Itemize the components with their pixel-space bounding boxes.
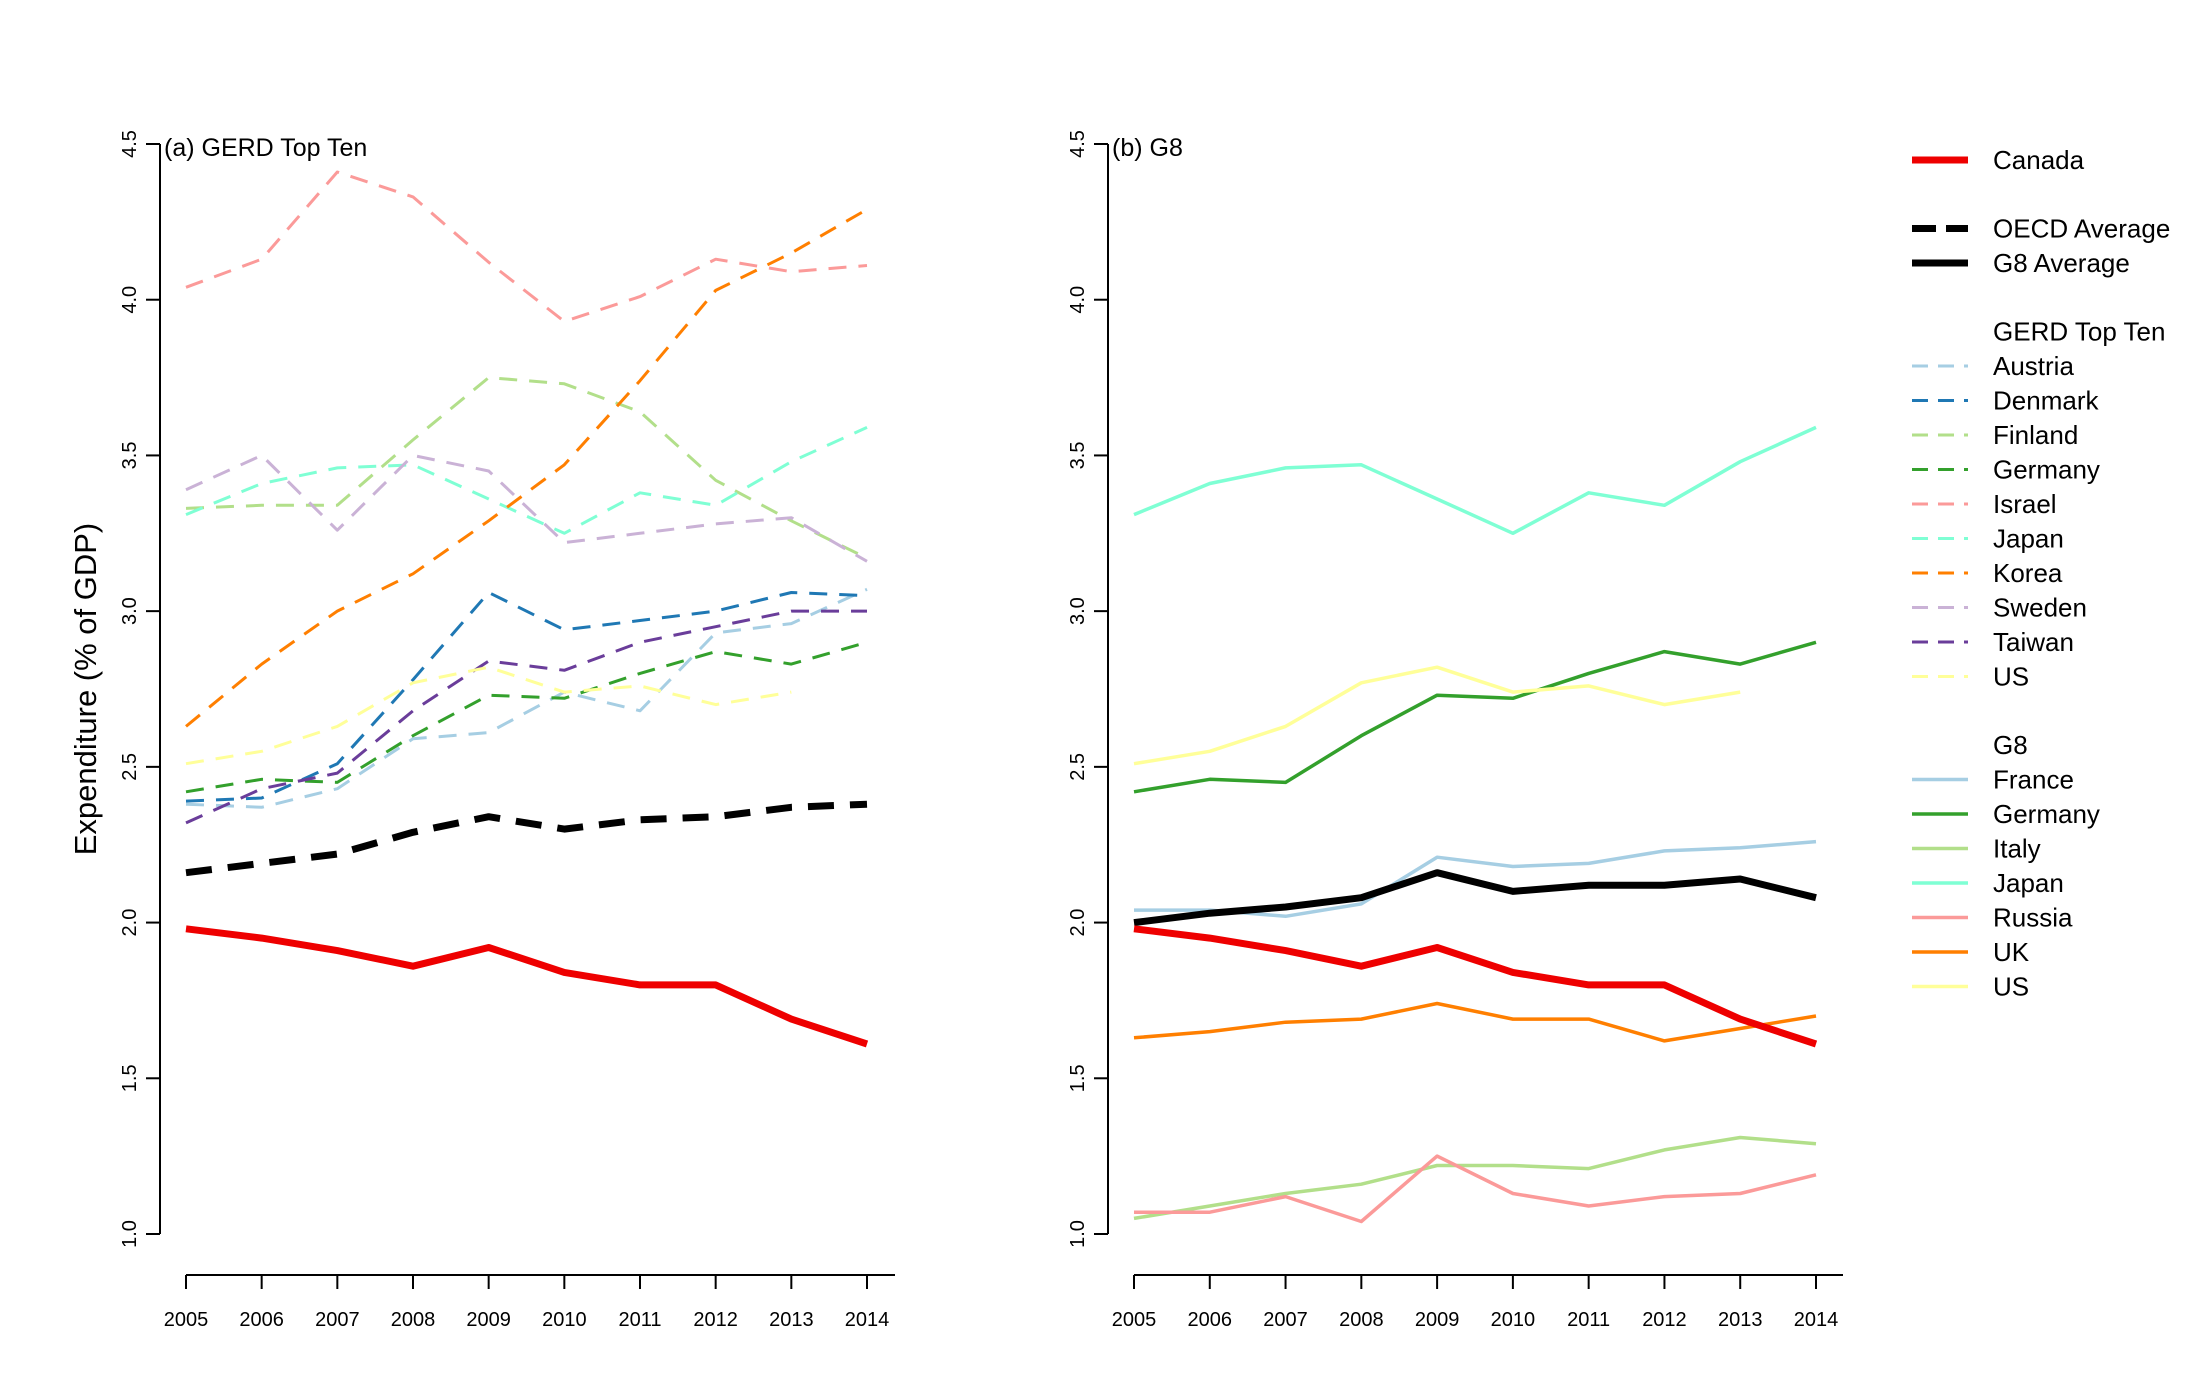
- series-line-g8-average: [1133, 869, 1817, 927]
- series-line-sweden: [185, 453, 868, 563]
- y-tick-label: 1.0: [1067, 1220, 1089, 1248]
- legend-label-russia: Russia: [1993, 903, 2073, 933]
- y-axis-label: Expenditure (% of GDP): [68, 523, 103, 856]
- panel-g8: 1.0 1.5 2.0 2.5 3.0 3.5 4.0 4.5 2005 2006 2007 2008…: [1067, 130, 1843, 1331]
- series-line-taiwan: [185, 609, 867, 825]
- series-line-germany: [1133, 640, 1817, 794]
- series-line-oecd-average: [185, 800, 868, 877]
- series-line-canada: [1133, 925, 1818, 1048]
- series-line-germany: [185, 640, 868, 794]
- legend-label-oecd-average: OECD Average: [1993, 214, 2170, 244]
- series-line-japan: [1133, 425, 1817, 536]
- x-tick-label: 2010: [1491, 1309, 1536, 1331]
- y-tick-label: 4.5: [1067, 130, 1089, 158]
- y-tick-label: 4.0: [1067, 286, 1089, 314]
- x-tick-label: 2005: [164, 1309, 209, 1331]
- x-tick-label: 2009: [1415, 1309, 1460, 1331]
- x-tick-label: 2009: [466, 1309, 511, 1331]
- series-line-us: [1133, 665, 1741, 766]
- y-tick-label: 1.5: [1067, 1064, 1089, 1092]
- legend-label-germany: Germany: [1993, 455, 2100, 485]
- x-tick-label: 2007: [315, 1309, 360, 1331]
- legend-label-us: US: [1993, 972, 2029, 1002]
- y-tick-label: 1.0: [119, 1220, 141, 1248]
- series-line-japan: [185, 426, 868, 535]
- series-line-russia: [1134, 1154, 1817, 1224]
- legend-label-japan: Japan: [1993, 868, 2064, 898]
- y-tick-label: 1.5: [119, 1064, 141, 1092]
- series-line-finland: [185, 376, 868, 560]
- x-tick-label: 2012: [1642, 1309, 1687, 1331]
- legend-label-denmark: Denmark: [1993, 386, 2099, 416]
- y-tick-label: 3.5: [1067, 442, 1089, 470]
- y-tick-label: 4.5: [119, 130, 141, 158]
- panel-gerd-top-ten: 1.0 1.5 2.0 2.5 3.0 3.5 4.0 4.5 2005 2006 2007 2008…: [68, 130, 895, 1331]
- legend-label-sweden: Sweden: [1993, 593, 2087, 623]
- panel-title: (a) GERD Top Ten: [164, 134, 367, 162]
- x-tick-label: 2008: [391, 1309, 436, 1331]
- series-line-israel: [185, 170, 868, 323]
- legend-heading-g8: G8: [1993, 730, 2028, 760]
- legend-heading-gerd-top-ten: GERD Top Ten: [1993, 317, 2165, 347]
- x-tick-label: 2011: [618, 1309, 661, 1331]
- y-tick-label: 3.0: [119, 597, 141, 625]
- x-tick-label: 2013: [769, 1309, 814, 1331]
- x-tick-label: 2007: [1263, 1309, 1308, 1331]
- y-tick-label: 3.5: [119, 442, 141, 470]
- series-line-austria: [185, 587, 868, 809]
- legend-label-germany: Germany: [1993, 799, 2100, 829]
- legend-label-israel: Israel: [1993, 489, 2057, 519]
- x-tick-label: 2014: [1794, 1309, 1839, 1331]
- x-tick-label: 2005: [1112, 1309, 1157, 1331]
- legend-label-taiwan: Taiwan: [1993, 627, 2074, 657]
- panel-title: (b) G8: [1112, 134, 1183, 162]
- legend-label-france: France: [1993, 765, 2074, 795]
- y-tick-label: 2.5: [119, 753, 141, 781]
- x-tick-label: 2014: [845, 1309, 890, 1331]
- x-tick-label: 2012: [693, 1309, 738, 1331]
- y-tick-label: 4.0: [119, 286, 141, 314]
- x-tick-label: 2010: [542, 1309, 587, 1331]
- series-line-denmark: [185, 591, 868, 803]
- series-line-korea: [185, 208, 868, 728]
- series-line-uk: [1133, 1001, 1817, 1043]
- series-line-us: [185, 665, 792, 766]
- legend-label-japan: Japan: [1993, 524, 2064, 554]
- legend-label-canada: Canada: [1993, 145, 2085, 175]
- legend-label-g8-average: G8 Average: [1993, 248, 2130, 278]
- y-tick-label: 2.0: [119, 909, 141, 937]
- legend-label-korea: Korea: [1993, 558, 2063, 588]
- x-tick-label: 2013: [1718, 1309, 1763, 1331]
- series-line-italy: [1133, 1135, 1817, 1221]
- legend-label-austria: Austria: [1993, 351, 2074, 381]
- x-tick-label: 2011: [1567, 1309, 1610, 1331]
- legend-label-italy: Italy: [1993, 834, 2041, 864]
- y-tick-label: 3.0: [1067, 597, 1089, 625]
- legend-label-us: US: [1993, 662, 2029, 692]
- legend-label-uk: UK: [1993, 937, 2030, 967]
- x-tick-label: 2006: [239, 1309, 284, 1331]
- legend-label-finland: Finland: [1993, 420, 2078, 450]
- x-tick-label: 2008: [1339, 1309, 1384, 1331]
- x-tick-label: 2006: [1188, 1309, 1233, 1331]
- legend: Canada OECD Average G8 Average GERD Top Ten…: [1912, 145, 2170, 1002]
- series-line-canada: [185, 925, 869, 1048]
- y-tick-label: 2.0: [1067, 909, 1089, 937]
- y-tick-label: 2.5: [1067, 753, 1089, 781]
